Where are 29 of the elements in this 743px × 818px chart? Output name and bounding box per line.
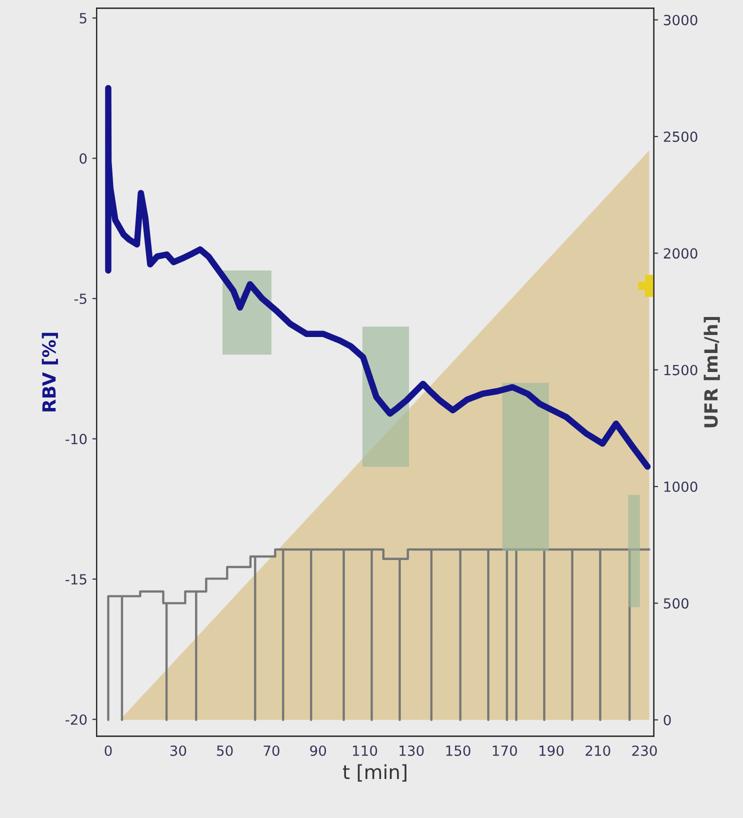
y2-tick-label: 3000 (664, 14, 698, 26)
y2-tick-label: 500 (664, 598, 688, 609)
y2-tick-label: 2500 (664, 131, 698, 142)
y-tick-label: 5 (80, 13, 86, 24)
y-axis-title: RBV [%] (42, 332, 58, 412)
y-tick-label: 0 (80, 153, 87, 164)
y2-tick-label: 1500 (664, 364, 698, 376)
x-tick-label: 210 (586, 745, 610, 756)
x-tick-label: 230 (632, 745, 657, 756)
x-axis-title: t [min] (342, 764, 406, 782)
line-series (107, 548, 650, 721)
y-tick-label: -10 (66, 434, 87, 444)
x-tick-label: 150 (446, 745, 470, 756)
x-tick-label: 30 (170, 745, 186, 756)
x-tick-label: 130 (400, 745, 424, 756)
y-tick-label: -20 (66, 714, 87, 725)
x-tick-label: 50 (217, 745, 233, 756)
x-tick-label: 190 (540, 745, 564, 756)
y-tick-label: -15 (66, 574, 86, 585)
y-tick-label: -5 (74, 294, 86, 304)
y2-tick-label: 2000 (664, 248, 698, 259)
x-tick-label: 0 (104, 745, 112, 756)
x-tick-label: 110 (352, 745, 378, 756)
y2-tick-label: 1000 (664, 481, 698, 492)
y2-tick-label: 0 (664, 714, 671, 726)
x-tick-label: 90 (310, 745, 326, 756)
x-tick-label: 70 (264, 745, 280, 756)
y2-axis-title: UFR [mL/h] (704, 317, 720, 428)
x-tick-label: 170 (492, 745, 517, 756)
